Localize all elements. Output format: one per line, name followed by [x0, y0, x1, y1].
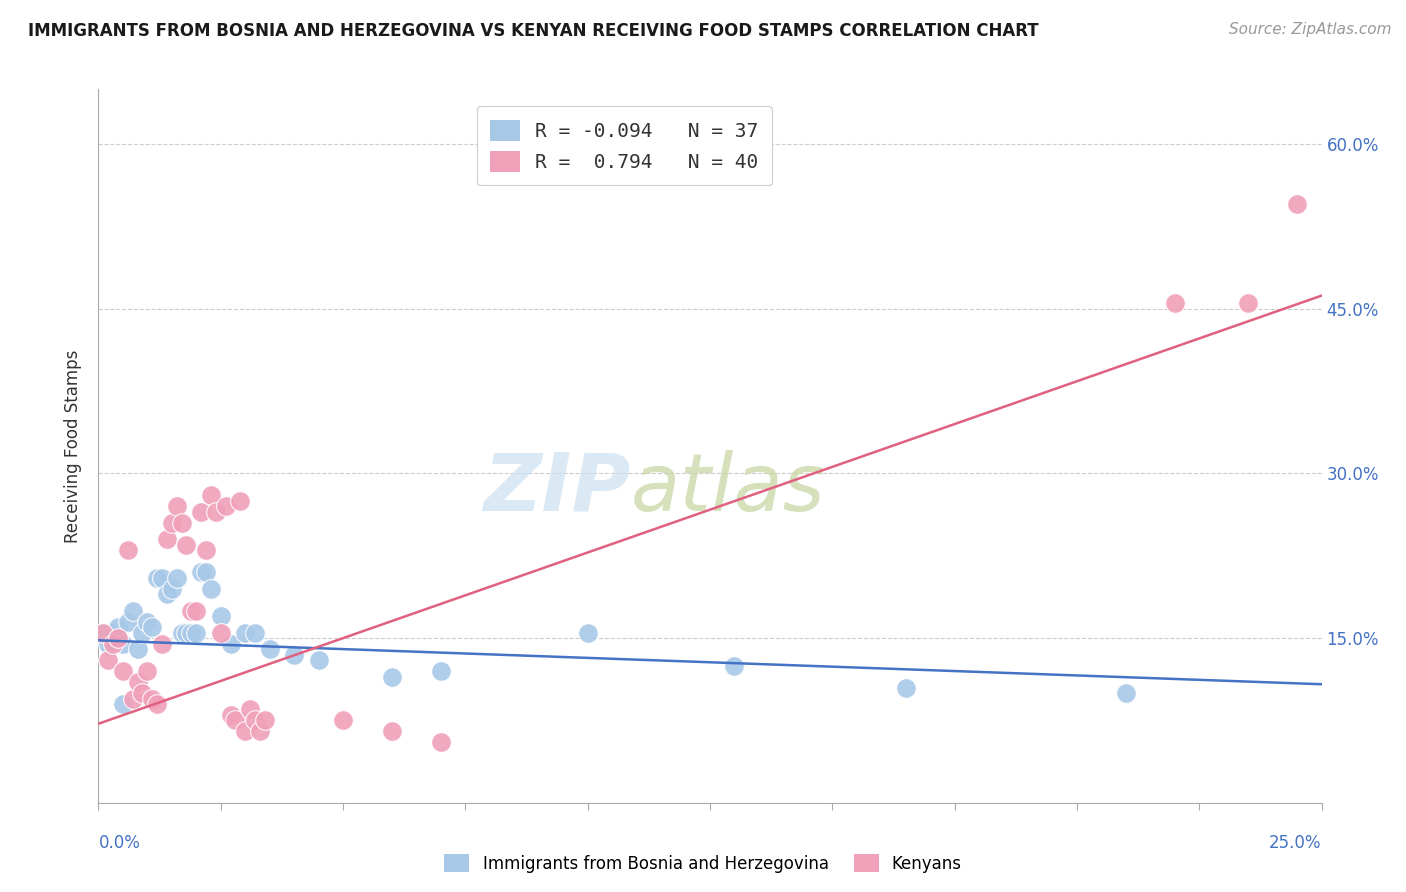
Point [136, 664, 159, 678]
Point [233, 724, 256, 739]
Point [97, 637, 120, 651]
Point [131, 686, 153, 700]
Legend: Immigrants from Bosnia and Herzegovina, Kenyans: Immigrants from Bosnia and Herzegovina, … [437, 847, 969, 880]
Point [332, 714, 354, 728]
Y-axis label: Receiving Food Stamps: Receiving Food Stamps [65, 350, 83, 542]
Point [111, 697, 134, 711]
Point [1115, 686, 1137, 700]
Text: atlas: atlas [630, 450, 825, 528]
Point [127, 675, 149, 690]
Point [1286, 197, 1309, 211]
Text: 0.0%: 0.0% [98, 834, 141, 852]
Point [160, 516, 183, 530]
Point [111, 637, 134, 651]
Point [200, 488, 222, 502]
Point [160, 582, 183, 596]
Text: ZIP: ZIP [484, 450, 630, 528]
Legend: R = -0.094   N = 37, R =  0.794   N = 40: R = -0.094 N = 37, R = 0.794 N = 40 [477, 106, 772, 186]
Point [224, 714, 246, 728]
Point [243, 625, 266, 640]
Point [170, 516, 193, 530]
Point [186, 625, 208, 640]
Point [308, 653, 330, 667]
Point [91, 625, 114, 640]
Point [249, 724, 271, 739]
Point [209, 625, 232, 640]
Point [233, 625, 256, 640]
Point [166, 571, 188, 585]
Point [283, 648, 305, 662]
Point [127, 642, 149, 657]
Point [150, 637, 173, 651]
Point [180, 625, 202, 640]
Point [150, 571, 173, 585]
Point [1237, 296, 1260, 310]
Text: IMMIGRANTS FROM BOSNIA AND HERZEGOVINA VS KENYAN RECEIVING FOOD STAMPS CORRELATI: IMMIGRANTS FROM BOSNIA AND HERZEGOVINA V… [28, 22, 1039, 40]
Point [190, 505, 212, 519]
Point [205, 505, 228, 519]
Point [136, 615, 159, 629]
Point [111, 664, 134, 678]
Point [101, 637, 124, 651]
Point [156, 533, 179, 547]
Point [121, 604, 143, 618]
Point [195, 566, 218, 580]
Point [131, 625, 153, 640]
Point [97, 653, 120, 667]
Point [219, 637, 242, 651]
Point [186, 604, 208, 618]
Point [141, 691, 163, 706]
Point [141, 620, 163, 634]
Point [219, 708, 242, 723]
Point [253, 714, 276, 728]
Point [107, 620, 129, 634]
Point [146, 697, 169, 711]
Point [117, 543, 139, 558]
Text: Source: ZipAtlas.com: Source: ZipAtlas.com [1229, 22, 1392, 37]
Point [107, 631, 129, 645]
Point [180, 604, 202, 618]
Point [259, 642, 281, 657]
Point [195, 543, 218, 558]
Point [209, 609, 232, 624]
Point [239, 702, 262, 716]
Point [723, 658, 745, 673]
Point [576, 625, 599, 640]
Point [117, 615, 139, 629]
Point [243, 714, 266, 728]
Point [430, 735, 453, 749]
Text: 25.0%: 25.0% [1270, 834, 1322, 852]
Point [176, 625, 198, 640]
Point [91, 625, 114, 640]
Point [176, 538, 198, 552]
Point [381, 724, 404, 739]
Point [894, 681, 917, 695]
Point [101, 625, 124, 640]
Point [121, 691, 143, 706]
Point [156, 587, 179, 601]
Point [200, 582, 222, 596]
Point [166, 500, 188, 514]
Point [1164, 296, 1187, 310]
Point [170, 625, 193, 640]
Point [229, 494, 252, 508]
Point [214, 500, 236, 514]
Point [381, 669, 404, 683]
Point [430, 664, 453, 678]
Point [146, 571, 169, 585]
Point [190, 566, 212, 580]
